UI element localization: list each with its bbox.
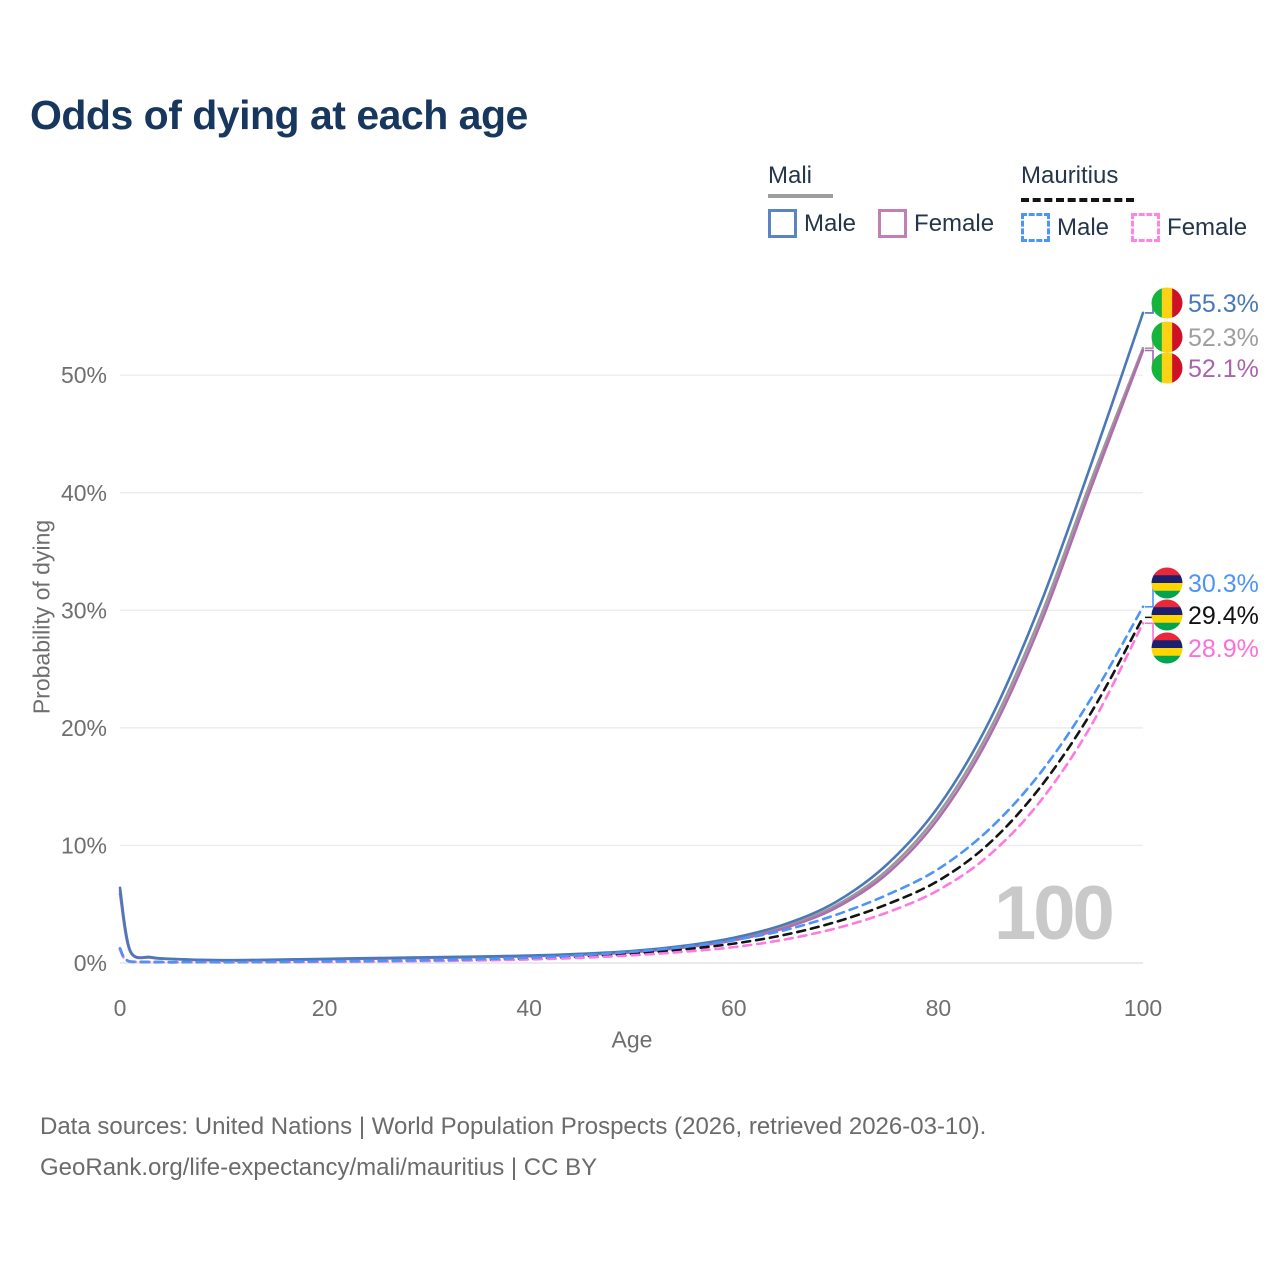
legend-item-label: Male [804,209,857,237]
legend-item-mali-male[interactable]: Male [768,209,856,238]
legend-group-mali: Mali Male Female [768,162,994,238]
mali-flag-icon [1151,352,1183,384]
end-value-label-mauritius-male: 30.3% [1188,570,1259,598]
end-value-label-mali-female: 52.1% [1188,355,1259,383]
x-tick-label: 0 [114,995,127,1021]
series-line-mauritius-combined [118,616,1145,964]
legend-item-label: Female [914,209,995,237]
y-tick-label: 20% [61,715,107,741]
y-axis-title: Probability of dying [28,519,55,715]
end-value-label-mauritius-female: 28.9% [1188,635,1259,663]
x-tick-label: 20 [312,995,338,1021]
age-watermark: 100 [994,871,1115,956]
legend-item-mauritius-male[interactable]: Male [1021,213,1109,242]
attribution-line: GeoRank.org/life-expectancy/mali/mauriti… [40,1154,598,1181]
mali-flag-icon [1151,287,1183,319]
legend-item-label: Female [1167,213,1248,241]
y-tick-label: 30% [61,597,107,623]
mauritius-flag-icon [1151,599,1183,631]
checkbox-icon-mali-female[interactable] [878,209,908,238]
series-line-mauritius-male [118,605,1145,964]
end-value-label-mali-combined: 52.3% [1188,324,1259,352]
mauritius-flag-icon [1151,632,1183,664]
x-axis-title: Age [611,1026,653,1053]
x-tick-label: 100 [1124,995,1162,1021]
mauritius-flag-icon [1151,567,1183,599]
data-sources-line: Data sources: United Nations | World Pop… [40,1113,987,1140]
end-value-label-mali-male: 55.3% [1188,290,1259,318]
checkbox-icon-mauritius-female[interactable] [1131,213,1161,242]
page-title: Odds of dying at each age [30,92,528,138]
y-tick-label: 50% [61,362,107,388]
legend-group-mali-title: Mali [768,162,813,189]
y-tick-label: 10% [61,832,107,858]
checkbox-icon-mali-male[interactable] [768,209,797,238]
legend-group-mauritius-title: Mauritius [1021,162,1119,189]
x-tick-label: 60 [721,995,747,1021]
y-tick-label: 0% [74,950,107,976]
end-value-label-mauritius-combined: 29.4% [1188,602,1259,630]
y-tick-label: 40% [61,480,107,506]
mali-flag-icon [1151,321,1183,353]
x-tick-label: 40 [516,995,542,1021]
series-line-mali-male [118,311,1145,962]
series-line-mali-combined [118,346,1145,962]
line-chart: 0% 10% 20% 30% 40% 50% 0 20 40 60 80 100 52.3% 52.1% 5… [61,287,1259,1021]
legend-item-mauritius-female[interactable]: Female [1131,213,1247,242]
checkbox-icon-mauritius-male[interactable] [1021,213,1050,242]
footer: Data sources: United Nations | World Pop… [40,1106,986,1188]
x-tick-label: 80 [926,995,952,1021]
legend-group-mauritius: Mauritius Male Female [1021,162,1247,242]
legend-item-label: Male [1057,213,1110,241]
mauritius-dashed-line-sample [1021,194,1134,202]
series-line-mauritius-female [118,621,1145,964]
legend-item-mali-female[interactable]: Female [878,209,994,238]
mali-solid-line-sample [768,194,833,198]
series-line-mali-female [118,349,1145,962]
